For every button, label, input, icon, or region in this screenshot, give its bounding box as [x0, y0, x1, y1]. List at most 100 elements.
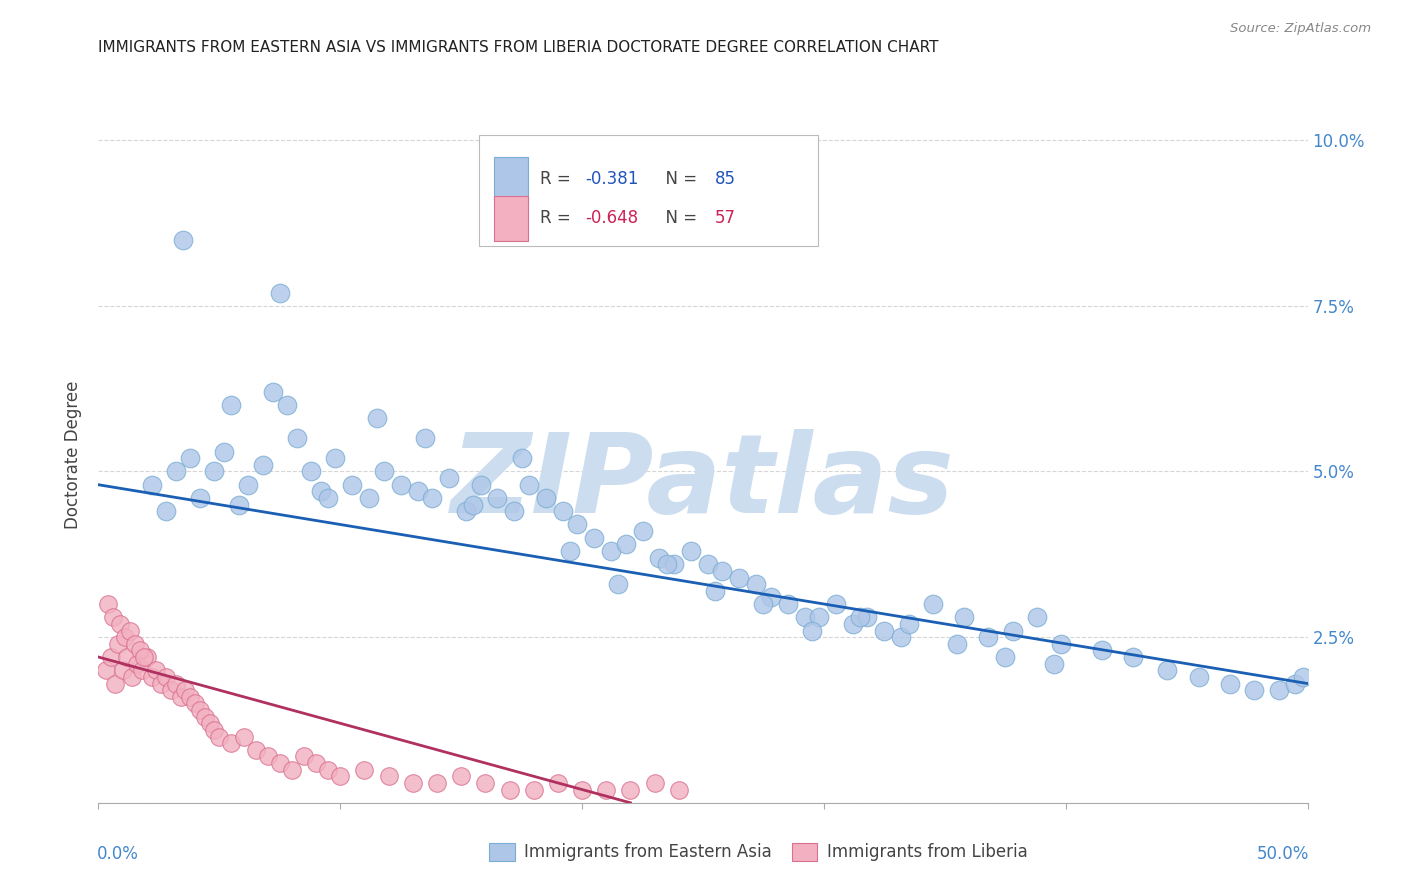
Point: [856, 610, 879, 624]
FancyBboxPatch shape: [479, 135, 818, 246]
Point: [276, 398, 298, 412]
Point: [329, 769, 352, 783]
Point: [172, 233, 194, 247]
Point: [373, 465, 395, 479]
Point: [426, 776, 449, 790]
Point: [1219, 676, 1241, 690]
Point: [463, 498, 485, 512]
Text: ZIPatlas: ZIPatlas: [451, 429, 955, 536]
Point: [141, 477, 163, 491]
Point: [614, 537, 637, 551]
Point: [571, 782, 593, 797]
Point: [662, 558, 685, 572]
Point: [704, 583, 727, 598]
Point: [292, 749, 315, 764]
Point: [155, 670, 177, 684]
Point: [179, 451, 201, 466]
Point: [208, 730, 231, 744]
Point: [406, 484, 429, 499]
Point: [517, 477, 540, 491]
Point: [1267, 683, 1289, 698]
Point: [194, 709, 217, 723]
Point: [523, 782, 546, 797]
Point: [1188, 670, 1211, 684]
Point: [793, 610, 815, 624]
Point: [1091, 643, 1114, 657]
Point: [204, 465, 226, 479]
Point: [269, 756, 291, 770]
Point: [510, 451, 533, 466]
Point: [420, 491, 443, 505]
Text: N =: N =: [655, 170, 702, 188]
Point: [776, 597, 799, 611]
Text: R =: R =: [540, 170, 576, 188]
Point: [114, 630, 136, 644]
Point: [648, 550, 671, 565]
Point: [474, 776, 496, 790]
Point: [1122, 650, 1144, 665]
Point: [188, 491, 211, 505]
Point: [299, 465, 322, 479]
Point: [977, 630, 1000, 644]
Point: [184, 697, 207, 711]
Point: [111, 663, 134, 677]
Point: [759, 591, 782, 605]
Point: [600, 544, 623, 558]
Point: [752, 597, 775, 611]
Point: [325, 451, 347, 466]
Point: [745, 577, 768, 591]
Point: [221, 398, 243, 412]
Point: [145, 663, 167, 677]
Point: [1001, 624, 1024, 638]
Point: [285, 431, 308, 445]
Point: [946, 637, 969, 651]
Point: [221, 736, 243, 750]
Point: [619, 782, 641, 797]
Point: [454, 504, 477, 518]
Point: [198, 716, 221, 731]
Point: [1156, 663, 1178, 677]
Point: [252, 458, 274, 472]
Point: [188, 703, 211, 717]
Point: [128, 643, 150, 657]
Text: Source: ZipAtlas.com: Source: ZipAtlas.com: [1230, 22, 1371, 36]
Point: [256, 749, 278, 764]
Text: IMMIGRANTS FROM EASTERN ASIA VS IMMIGRANTS FROM LIBERIA DOCTORATE DEGREE CORRELA: IMMIGRANTS FROM EASTERN ASIA VS IMMIGRAN…: [98, 40, 939, 55]
Point: [100, 650, 122, 665]
Text: 85: 85: [716, 170, 737, 188]
Point: [728, 570, 751, 584]
Point: [595, 782, 617, 797]
Point: [165, 676, 187, 690]
Point: [150, 676, 173, 690]
Point: [165, 465, 187, 479]
Point: [696, 558, 718, 572]
Point: [655, 558, 678, 572]
Point: [101, 610, 124, 624]
Point: [644, 776, 666, 790]
Point: [849, 610, 872, 624]
Text: -0.381: -0.381: [586, 170, 640, 188]
Point: [1042, 657, 1064, 671]
Point: [711, 564, 734, 578]
Point: [897, 616, 920, 631]
Point: [204, 723, 226, 737]
Point: [94, 663, 117, 677]
Point: [994, 650, 1017, 665]
Point: [281, 763, 304, 777]
Point: [245, 743, 267, 757]
Point: [342, 477, 364, 491]
Point: [262, 384, 284, 399]
Point: [890, 630, 912, 644]
Point: [353, 763, 375, 777]
Point: [486, 491, 509, 505]
Point: [316, 491, 339, 505]
Point: [1050, 637, 1073, 651]
Point: [498, 782, 520, 797]
Point: [558, 544, 581, 558]
Point: [808, 610, 831, 624]
Point: [402, 776, 425, 790]
Point: [389, 477, 412, 491]
Point: [1284, 676, 1306, 690]
Point: [503, 504, 526, 518]
Text: 0.0%: 0.0%: [97, 845, 139, 863]
